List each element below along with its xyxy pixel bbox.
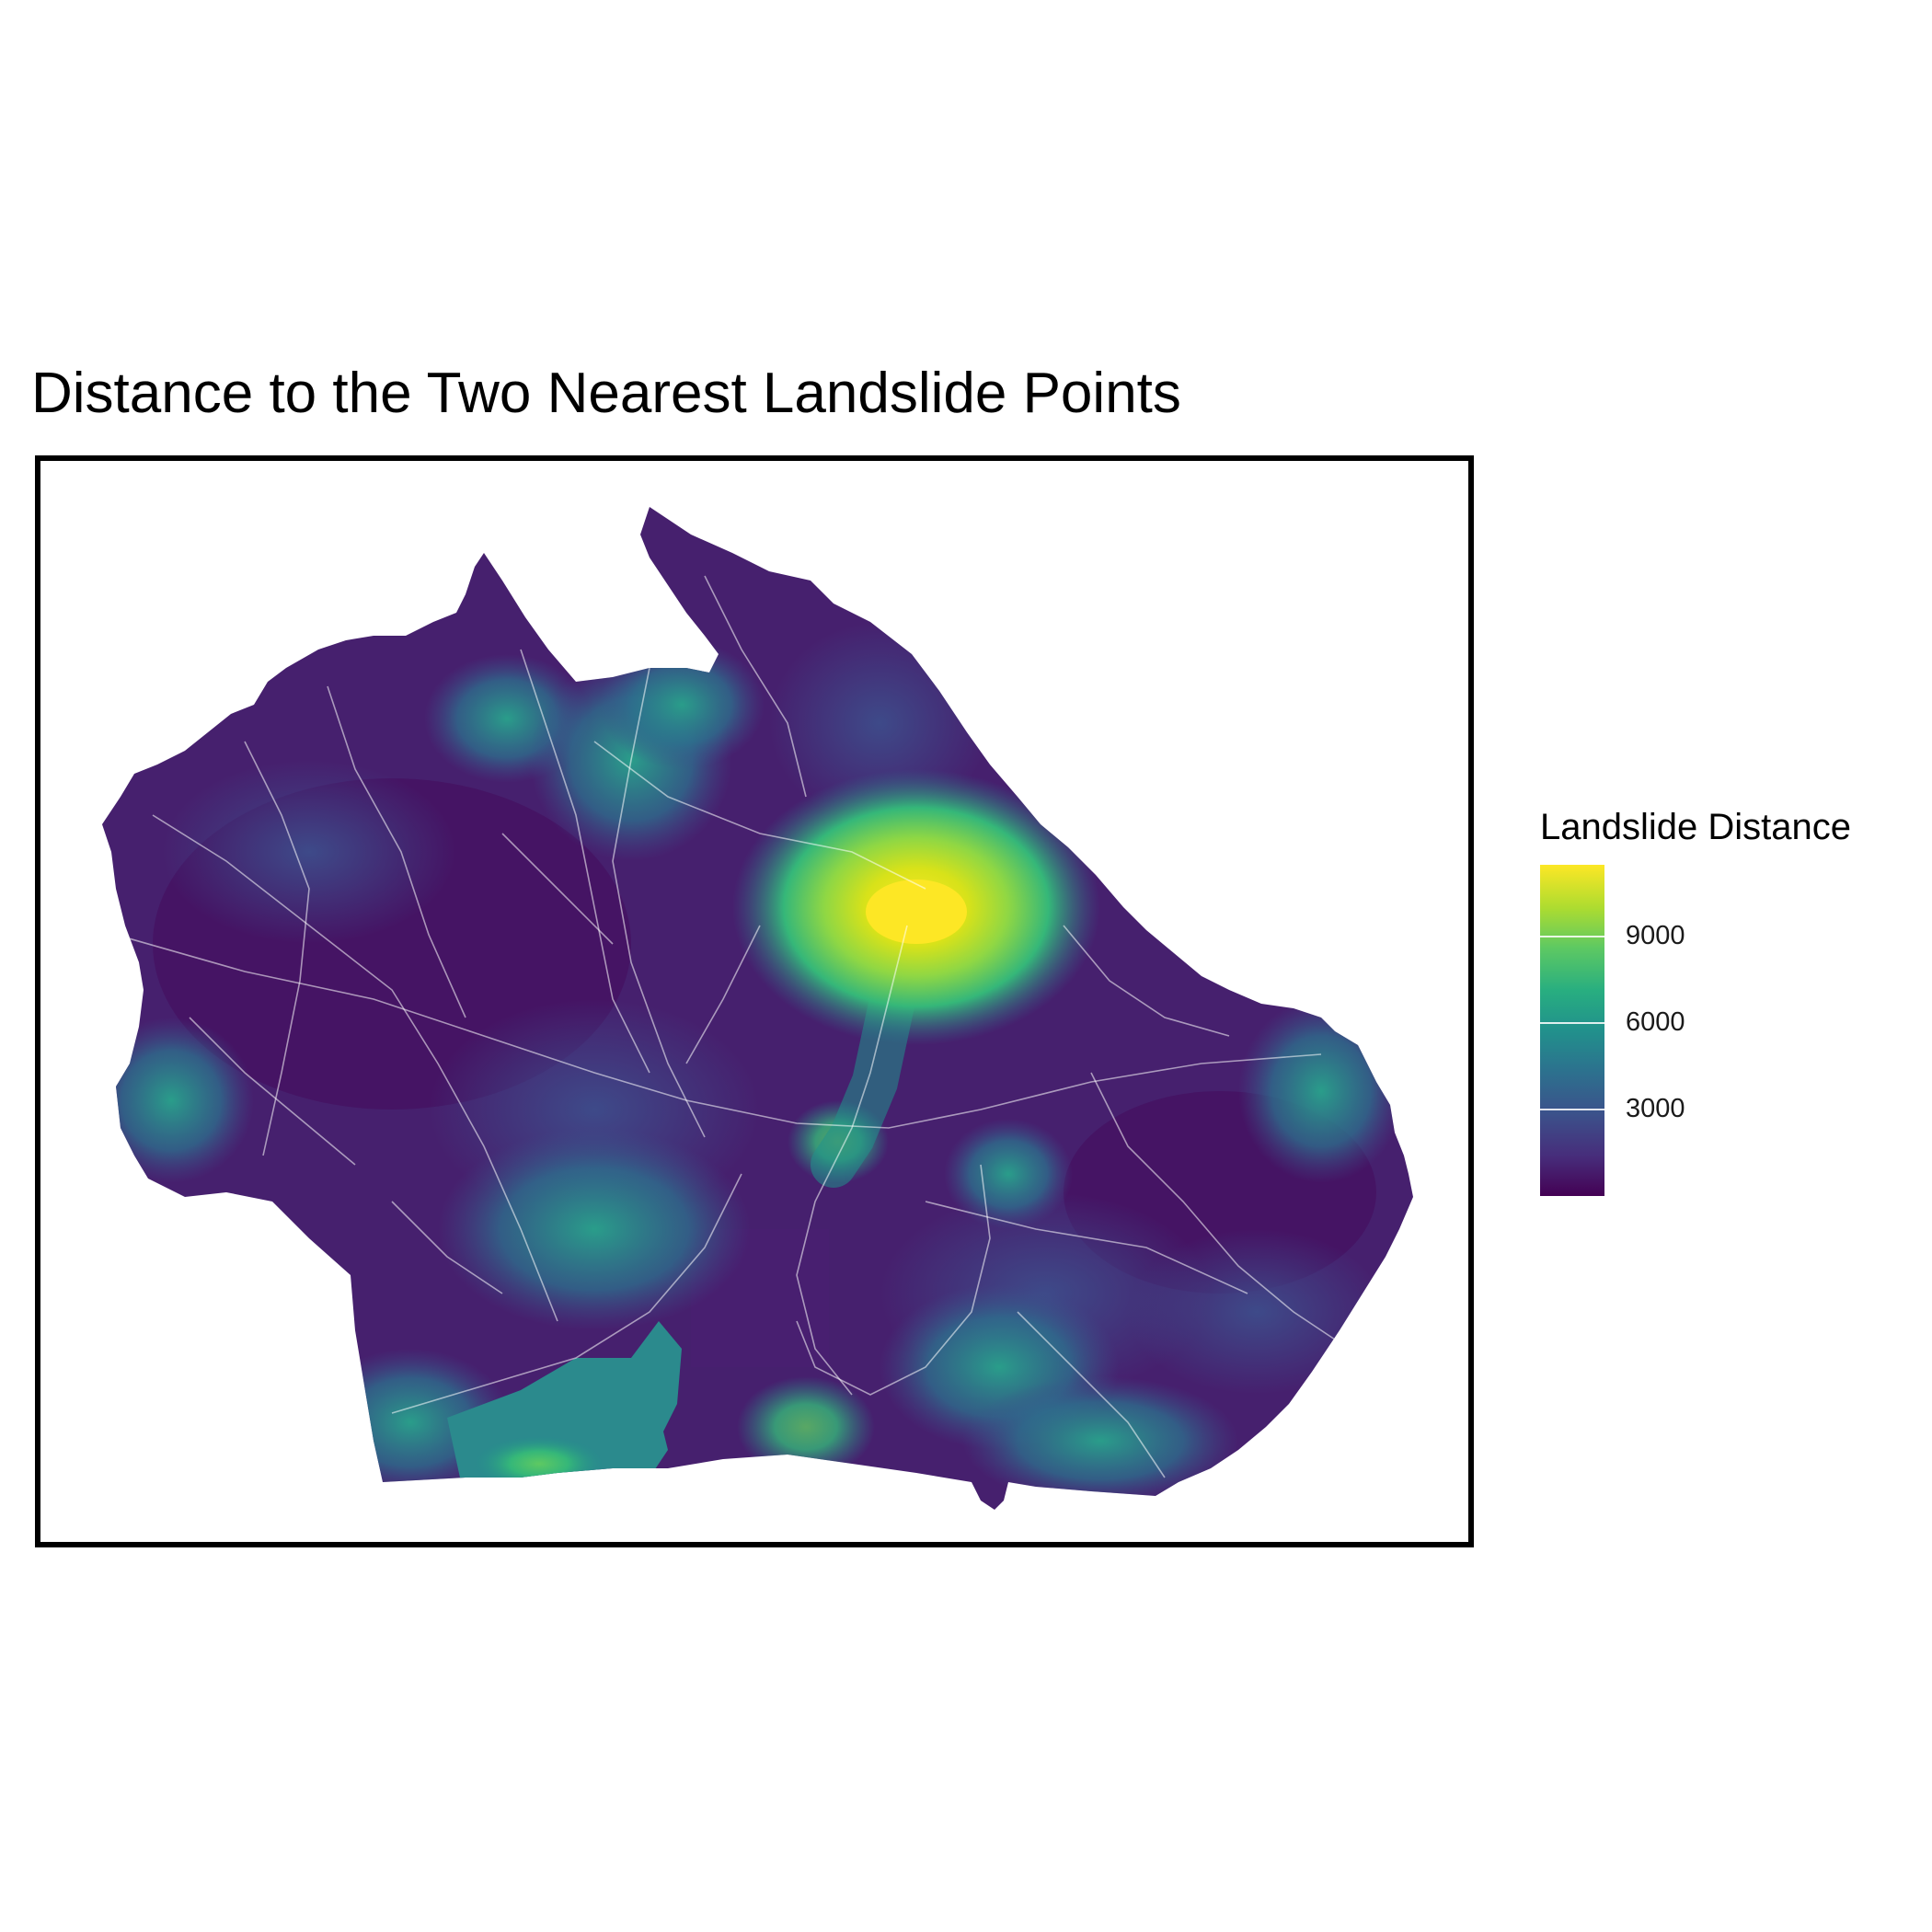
legend-tick-mark — [1540, 1109, 1604, 1111]
legend-tick-label: 6000 — [1626, 1007, 1685, 1038]
legend-tick-mark — [1540, 936, 1604, 938]
legend-tick-label: 3000 — [1626, 1094, 1685, 1124]
map-title: Distance to the Two Nearest Landslide Po… — [31, 362, 1181, 425]
map-region — [102, 507, 1413, 1510]
road-network — [115, 575, 1350, 1478]
legend-title: Landslide Distance — [1540, 807, 1851, 847]
legend-tick-mark — [1540, 1022, 1604, 1025]
legend-colorbar — [1540, 865, 1604, 1196]
map-panel — [35, 455, 1474, 1547]
legend-tick-label: 9000 — [1626, 921, 1685, 951]
choropleth-map — [102, 507, 1413, 1510]
